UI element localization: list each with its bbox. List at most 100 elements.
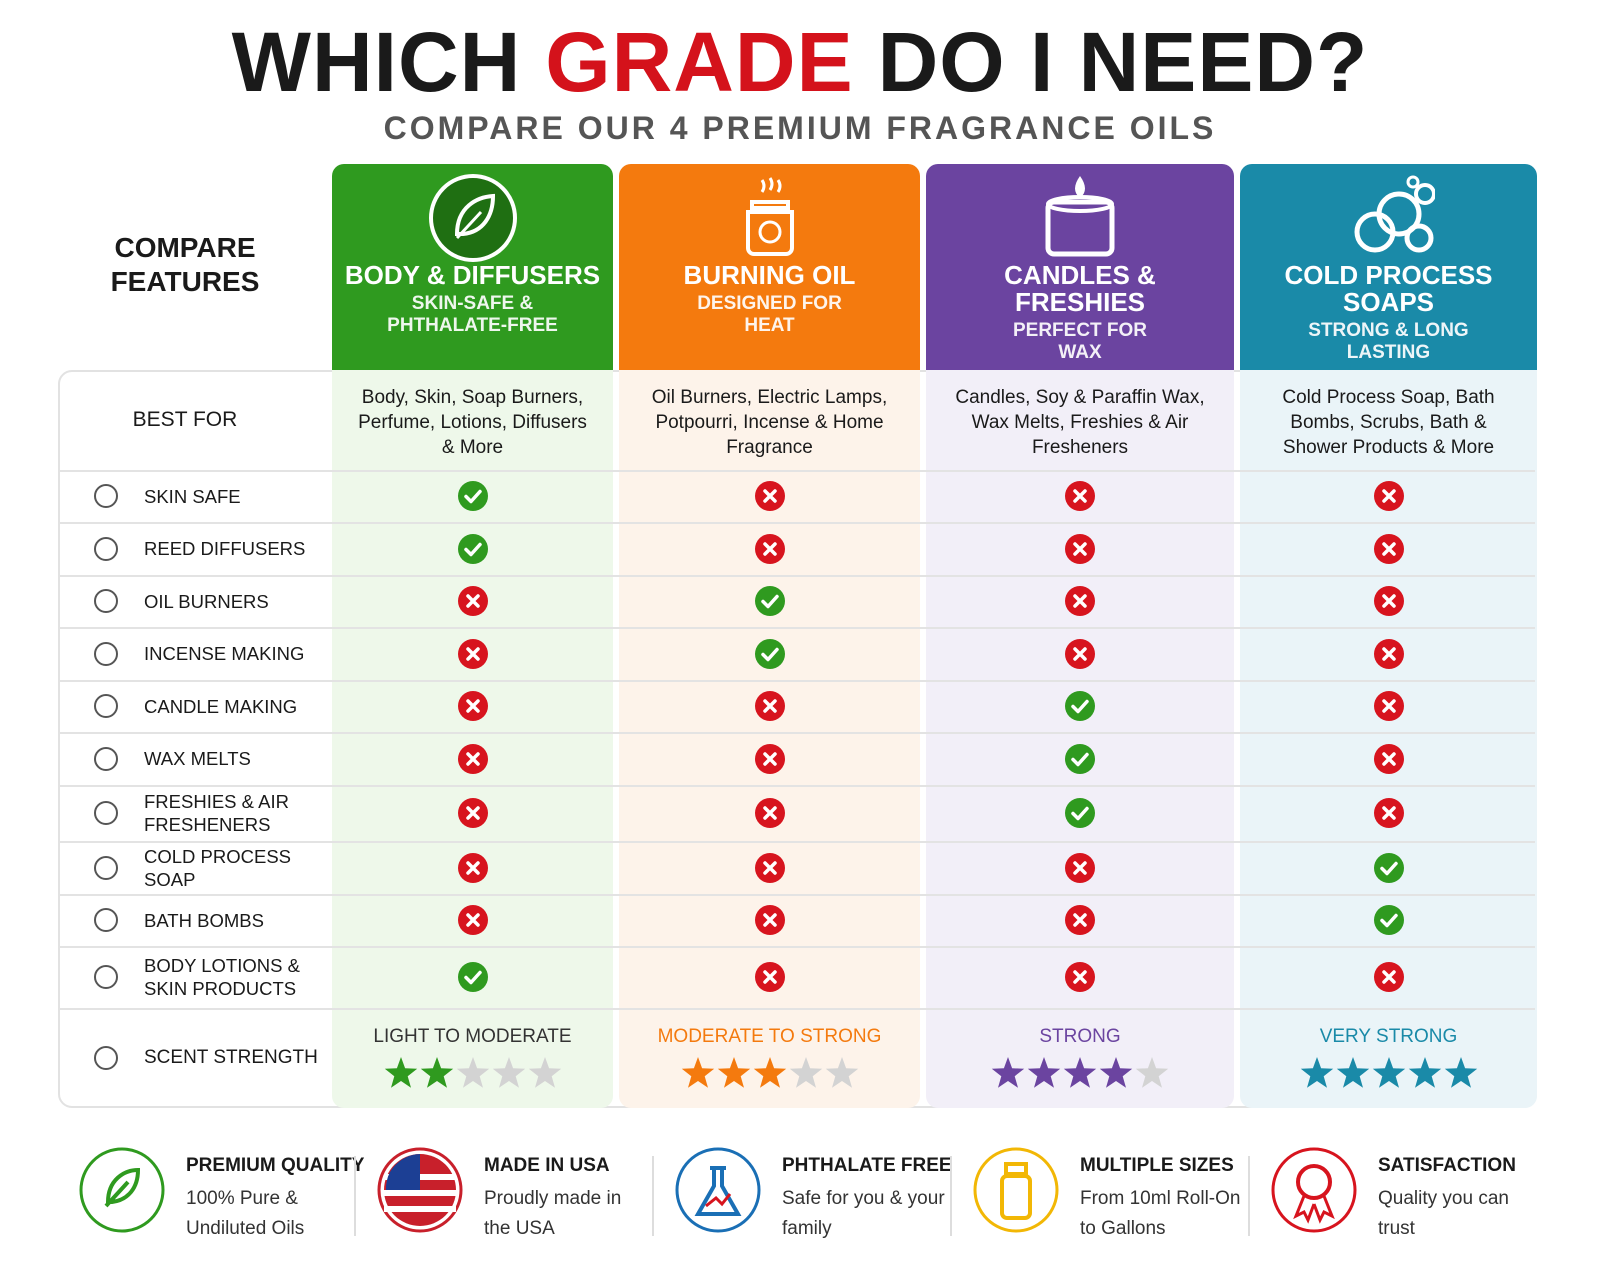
column-name: BURNING OIL bbox=[683, 260, 856, 290]
cross-mark bbox=[754, 691, 785, 721]
cross-mark bbox=[1373, 638, 1404, 669]
column-header: BURNING OIL DESIGNED FOR HEAT bbox=[619, 164, 920, 370]
title-word: DO I NEED? bbox=[877, 15, 1369, 109]
feature-label: WAX MELTS bbox=[144, 748, 251, 769]
cross-mark bbox=[457, 852, 488, 883]
header-text: BODY & DIFFUSERS SKIN-SAFE & PHTHALATE-FR… bbox=[332, 262, 613, 337]
feature-icon bbox=[94, 589, 118, 613]
cross-mark bbox=[1065, 638, 1095, 669]
row-divider bbox=[60, 680, 1535, 682]
cross-mark bbox=[457, 691, 488, 721]
header-text: COLD PROCESS SOAPS STRONG & LONG LASTING bbox=[1240, 262, 1537, 364]
footer-divider bbox=[1248, 1156, 1250, 1236]
cross-mark bbox=[1373, 481, 1404, 511]
row-divider bbox=[60, 575, 1535, 577]
row-divider bbox=[60, 732, 1535, 734]
feature-icon bbox=[94, 484, 118, 508]
best-for-text: Candles, Soy & Paraffin Wax, Wax Melts, … bbox=[955, 386, 1205, 458]
cross-mark bbox=[457, 905, 488, 935]
title: WHICH GRADE DO I NEED? bbox=[0, 12, 1600, 112]
star-rating bbox=[991, 1057, 1169, 1088]
check-mark bbox=[1065, 691, 1095, 721]
cross-mark bbox=[1373, 962, 1404, 992]
feature-label: SKIN SAFE bbox=[144, 485, 241, 507]
cross-mark bbox=[1373, 533, 1404, 564]
cross-mark bbox=[1373, 586, 1404, 616]
column-tagline: PERFECT FOR WAX bbox=[1012, 320, 1148, 363]
check-mark bbox=[457, 481, 488, 511]
header-text: BURNING OIL DESIGNED FOR HEAT bbox=[619, 262, 920, 337]
feature-label: FRESHIES & AIR FRESHENERS bbox=[144, 791, 289, 835]
feature-label: BATH BOMBS bbox=[144, 909, 264, 931]
check-mark bbox=[457, 962, 488, 992]
cross-mark bbox=[1065, 905, 1095, 935]
corner-label: FEATURES bbox=[110, 266, 260, 297]
star-rating bbox=[384, 1057, 561, 1088]
feature-label: OIL BURNERS bbox=[144, 590, 269, 612]
best-for-label: BEST FOR bbox=[132, 408, 238, 431]
footer-text: 100% Pure & Undiluted Oils bbox=[186, 1188, 305, 1239]
footer-icon bbox=[973, 1147, 1059, 1233]
column-name: BODY & DIFFUSERS bbox=[344, 260, 601, 290]
feature-label: INCENSE MAKING bbox=[144, 643, 305, 664]
column-tagline: DESIGNED FOR HEAT bbox=[697, 293, 842, 336]
cross-mark bbox=[1065, 852, 1095, 883]
cross-mark bbox=[457, 586, 488, 616]
check-mark bbox=[754, 638, 785, 669]
footer-text: From 10ml Roll-On to Gallons bbox=[1080, 1188, 1241, 1239]
feature-label: COLD PROCESS SOAP bbox=[144, 845, 292, 890]
column-icon bbox=[745, 177, 794, 256]
column-header: BODY & DIFFUSERS SKIN-SAFE & PHTHALATE-FR… bbox=[332, 164, 613, 370]
cross-mark bbox=[457, 638, 488, 669]
row-divider bbox=[60, 1008, 1535, 1010]
cross-mark bbox=[1065, 586, 1095, 616]
footer-title: MULTIPLE SIZES bbox=[1080, 1155, 1234, 1176]
best-for-text: Body, Skin, Soap Burners, Perfume, Lotio… bbox=[358, 386, 587, 458]
column-header: COLD PROCESS SOAPS STRONG & LONG LASTING bbox=[1240, 164, 1537, 370]
feature-icon bbox=[94, 855, 118, 880]
cross-mark bbox=[1065, 533, 1095, 564]
footer-divider bbox=[950, 1156, 952, 1236]
column-name: COLD PROCESS SOAPS bbox=[1284, 260, 1493, 317]
cross-mark bbox=[1373, 743, 1404, 774]
cross-mark bbox=[754, 533, 785, 564]
cross-mark bbox=[754, 798, 785, 828]
row-divider bbox=[60, 894, 1535, 896]
footer-title: PREMIUM QUALITY bbox=[186, 1155, 365, 1176]
feature-icon bbox=[94, 908, 118, 932]
check-mark bbox=[1373, 905, 1404, 935]
best-for-text: Cold Process Soap, Bath Bombs, Scrubs, B… bbox=[1282, 386, 1495, 458]
row-divider bbox=[60, 785, 1535, 787]
column-tagline: STRONG & LONG LASTING bbox=[1308, 320, 1469, 363]
cross-mark bbox=[457, 798, 488, 828]
cross-mark bbox=[1065, 962, 1095, 992]
row-divider bbox=[60, 470, 1535, 472]
title-word: WHICH bbox=[231, 15, 522, 109]
footer-divider bbox=[652, 1156, 654, 1236]
feature-icon bbox=[94, 965, 118, 989]
header-text: CANDLES & FRESHIES PERFECT FOR WAX bbox=[926, 262, 1234, 364]
row-divider bbox=[60, 946, 1535, 948]
column-icon bbox=[1354, 175, 1435, 253]
feature-icon bbox=[94, 1046, 118, 1070]
cross-mark bbox=[754, 852, 785, 883]
feature-icon bbox=[94, 801, 118, 825]
footer-title: MADE IN USA bbox=[484, 1155, 610, 1176]
cross-mark bbox=[754, 905, 785, 935]
column-icon bbox=[1045, 176, 1115, 257]
feature-label: BODY LOTIONS & SKIN PRODUCTS bbox=[144, 955, 300, 999]
column-header: CANDLES & FRESHIES PERFECT FOR WAX bbox=[926, 164, 1234, 370]
feature-label: CANDLE MAKING bbox=[144, 695, 298, 717]
row-divider bbox=[60, 522, 1535, 524]
row-divider bbox=[60, 841, 1535, 843]
star-rating bbox=[681, 1057, 858, 1088]
scent-text: STRONG bbox=[1039, 1026, 1121, 1047]
footer-text: Proudly made in the USA bbox=[484, 1188, 622, 1239]
scent-label: SCENT STRENGTH bbox=[144, 1047, 318, 1068]
feature-icon bbox=[94, 536, 118, 561]
feature-icon bbox=[94, 641, 118, 666]
row-divider bbox=[60, 627, 1535, 629]
column-icon bbox=[428, 174, 517, 262]
cross-mark bbox=[754, 743, 785, 774]
